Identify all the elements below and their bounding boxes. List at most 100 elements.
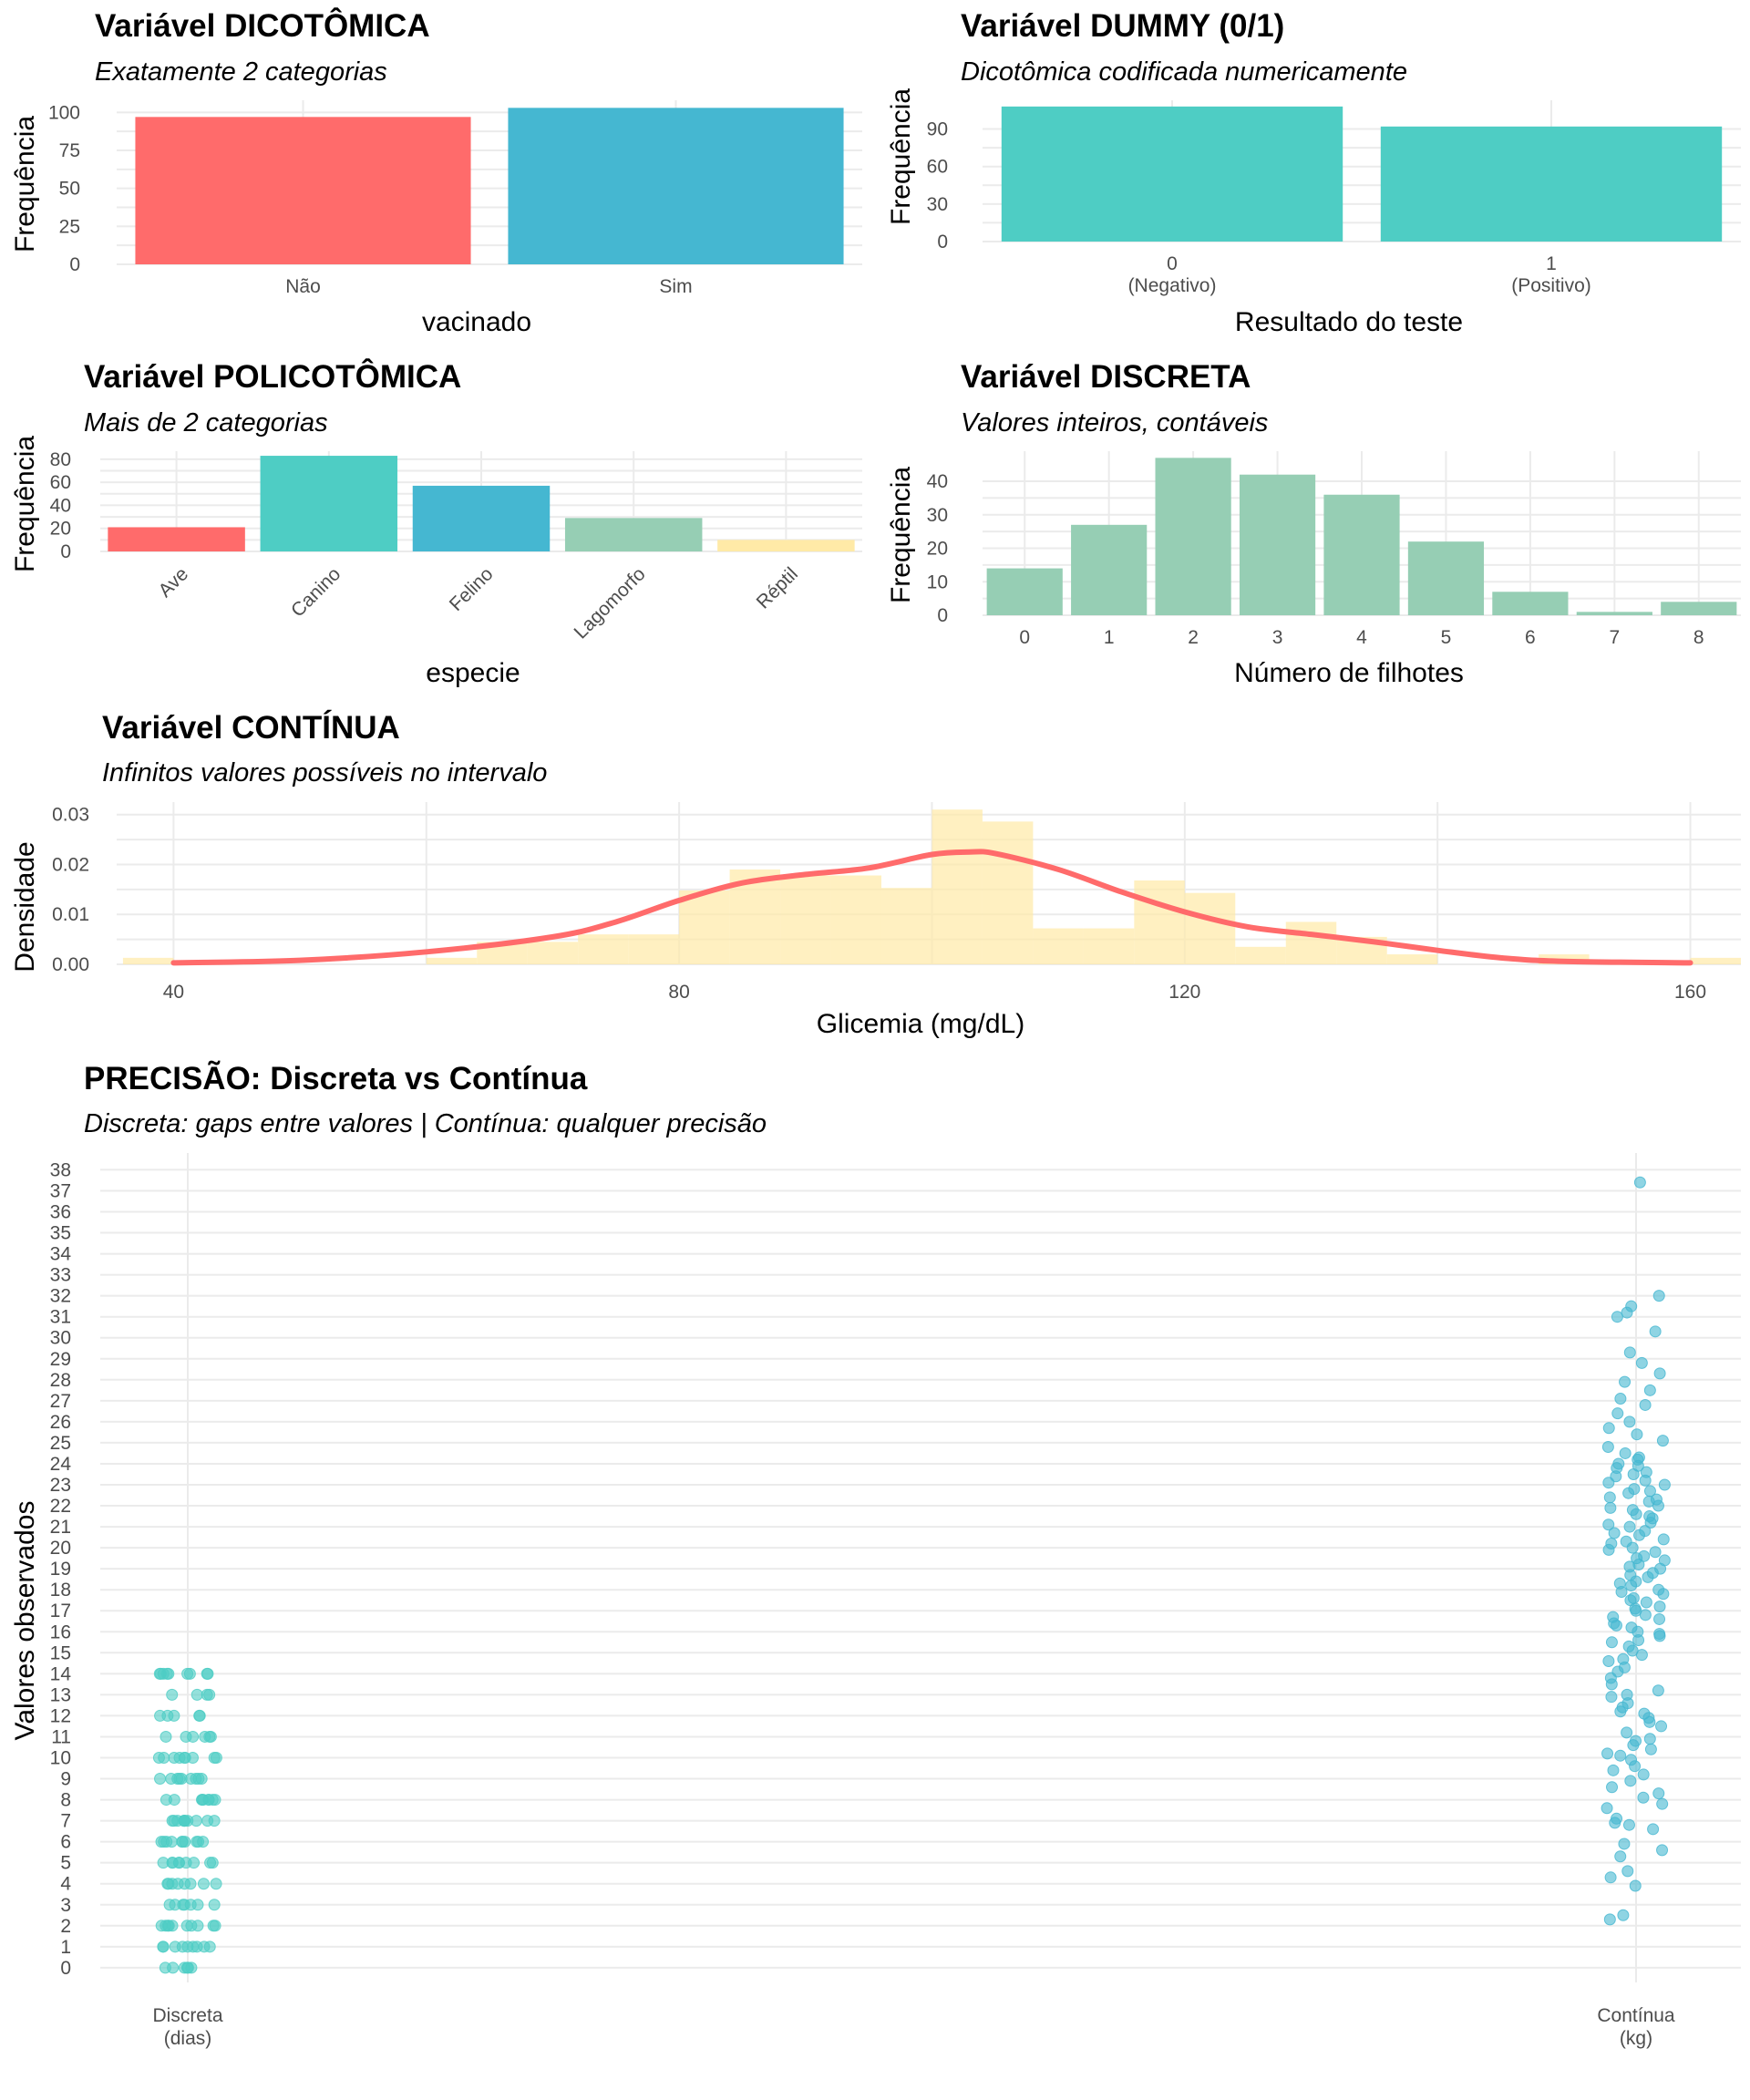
panel-dummy: Variável DUMMY (0/1) Dicotômica codifica… (886, 8, 1741, 337)
y-tick-label: 33 (50, 1265, 71, 1286)
scatter-point (1607, 1611, 1620, 1623)
histogram-bar (1386, 954, 1438, 964)
scatter-point (1614, 1850, 1627, 1863)
x-tick-label: 3 (1272, 627, 1283, 648)
scatter-point (1652, 1290, 1665, 1302)
scatter-point (1640, 1596, 1652, 1609)
panel-discreta: Variável DISCRETA Valores inteiros, cont… (886, 359, 1741, 688)
y-tick-label: 3 (60, 1895, 71, 1916)
histogram-bar (122, 957, 174, 964)
y-tick-label: 0.01 (52, 904, 89, 925)
x-axis-label: Número de filhotes (1234, 658, 1464, 688)
y-tick-label: 8 (60, 1790, 71, 1811)
scatter-point (157, 1940, 170, 1953)
y-tick-label: 37 (50, 1180, 71, 1201)
scatter-point (1631, 1552, 1643, 1565)
scatter-point (204, 1857, 217, 1869)
scatter-point (160, 1730, 172, 1743)
y-tick-label: 2 (60, 1916, 71, 1937)
histogram-bar (1184, 892, 1236, 964)
x-tick-label: 8 (1693, 627, 1704, 648)
x-tick-label: 5 (1441, 627, 1452, 648)
chart-title: PRECISÃO: Discreta vs Contínua (84, 1061, 588, 1096)
histogram-bar (628, 934, 680, 964)
bar (1155, 458, 1231, 615)
y-tick-label: 30 (927, 505, 948, 526)
scatter-point (1623, 1346, 1636, 1359)
y-tick-label: 0 (60, 541, 71, 562)
histogram-bar (578, 934, 629, 964)
y-tick-label: 12 (50, 1705, 71, 1726)
scatter-point (1632, 1459, 1644, 1472)
panel-policotomica: Variável POLICOTÔMICA Mais de 2 categori… (10, 358, 862, 688)
bar (108, 527, 245, 551)
y-tick-label: 16 (50, 1621, 71, 1642)
scatter-point (1601, 1441, 1614, 1454)
scatter-point (1643, 1715, 1656, 1728)
y-tick-label: 29 (50, 1349, 71, 1370)
scatter-point (1605, 1691, 1618, 1704)
y-tick-label: 10 (50, 1747, 71, 1768)
scatter-point (1647, 1823, 1660, 1836)
scatter-point (1608, 1527, 1621, 1539)
x-tick-label: 4 (1356, 627, 1367, 648)
scatter-point (1606, 1781, 1619, 1794)
y-tick-label: 23 (50, 1475, 71, 1496)
chart-subtitle: Valores inteiros, contáveis (961, 408, 1268, 438)
scatter-point (180, 1920, 193, 1932)
bar (564, 518, 703, 551)
scatter-point (208, 1899, 221, 1911)
y-tick-label: 35 (50, 1223, 71, 1244)
scatter-point (181, 1961, 194, 1974)
y-tick-label: 30 (50, 1328, 71, 1349)
y-tick-label: 19 (50, 1559, 71, 1580)
scatter-point (1603, 1913, 1616, 1926)
x-axis-label: especie (426, 658, 520, 688)
y-tick-label: 0.02 (52, 854, 89, 875)
y-tick-label: 18 (50, 1580, 71, 1601)
scatter-point (1601, 1802, 1613, 1815)
scatter-point (180, 1730, 192, 1743)
histogram-bar (1235, 946, 1286, 964)
bar (260, 456, 398, 551)
scatter-point (1623, 1415, 1636, 1428)
bar (1071, 524, 1148, 615)
scatter-point (1653, 1601, 1666, 1613)
y-tick-label: 27 (50, 1391, 71, 1412)
x-tick-label: Não (285, 276, 321, 297)
histogram-bar (982, 821, 1034, 964)
y-tick-label: 4 (60, 1874, 71, 1895)
scatter-point (1631, 1428, 1643, 1441)
scatter-point (166, 1688, 179, 1701)
y-axis-label: Frequência (886, 88, 916, 225)
panel-precisao: PRECISÃO: Discreta vs Contínua Discreta:… (10, 1061, 1741, 2049)
scatter-point (1624, 1775, 1637, 1787)
scatter-point (1614, 1749, 1627, 1762)
y-tick-label: 34 (50, 1244, 72, 1265)
bar (717, 540, 855, 551)
scatter-point (1604, 1871, 1617, 1884)
scatter-point (166, 1857, 179, 1869)
y-tick-label: 38 (50, 1159, 71, 1180)
x-tick-label: 2 (1188, 627, 1199, 648)
scatter-point (1644, 1743, 1657, 1755)
scatter-point (1625, 1754, 1638, 1766)
scatter-point (168, 1794, 180, 1807)
y-tick-label: 25 (59, 216, 80, 237)
scatter-point (1611, 1311, 1623, 1323)
x-tick-label: 40 (163, 982, 184, 1003)
scatter-point (1633, 1176, 1646, 1189)
y-tick-label: 31 (50, 1307, 71, 1328)
panel-dicotomica: Variável DICOTÔMICA Exatamente 2 categor… (10, 7, 862, 337)
x-tick-label: Sim (659, 276, 692, 297)
x-tick-label: 7 (1609, 627, 1620, 648)
x-tick-sublabel: (Positivo) (1511, 275, 1591, 296)
y-tick-label: 0.03 (52, 805, 89, 826)
y-tick-label: 80 (50, 449, 71, 470)
y-tick-label: 60 (927, 157, 948, 178)
y-tick-label: 40 (927, 471, 948, 492)
scatter-point (1637, 1768, 1650, 1781)
y-tick-label: 14 (50, 1663, 72, 1684)
x-tick-label: 1 (1546, 253, 1557, 274)
scatter-point (1602, 1422, 1615, 1435)
